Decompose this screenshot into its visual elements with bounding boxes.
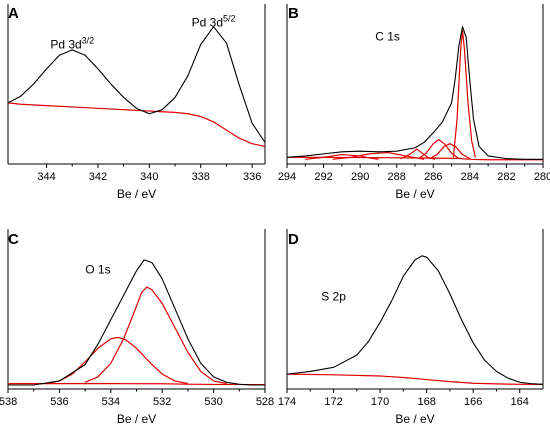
component-peak <box>305 153 379 160</box>
envelope-curve <box>287 26 543 160</box>
x-tick-label: 292 <box>314 171 332 183</box>
peak-annotation: Pd 3d5/2 <box>192 14 236 30</box>
x-axis-label: Be / eV <box>117 187 156 201</box>
x-tick-label: 536 <box>50 396 68 408</box>
background-curve <box>8 383 265 386</box>
x-tick-label: 286 <box>424 171 442 183</box>
x-tick-label: 166 <box>464 396 482 408</box>
x-tick-label: 344 <box>37 171 55 183</box>
envelope-curve <box>8 259 265 386</box>
x-tick-label: 170 <box>371 396 389 408</box>
panel-letter: A <box>8 5 19 22</box>
envelope-curve <box>287 255 543 385</box>
panel-letter: C <box>8 231 19 248</box>
x-tick-label: 280 <box>534 171 550 183</box>
x-tick-label: 284 <box>461 171 479 183</box>
x-axis-label: Be / eV <box>395 187 434 201</box>
x-tick-label: 290 <box>351 171 369 183</box>
x-axis-label: Be / eV <box>117 412 156 426</box>
panel-d: D 174 172 170 168 166 164 Be / eV S 2p <box>278 229 544 426</box>
x-tick-label: 282 <box>497 171 515 183</box>
component-peak <box>84 286 227 385</box>
panel-c: C 538 536 534 532 530 528 Be / eV O 1s <box>0 229 274 426</box>
component-peak <box>46 336 189 385</box>
component-peak <box>429 143 471 160</box>
x-tick-label: 288 <box>388 171 406 183</box>
x-tick-label: 168 <box>417 396 435 408</box>
x-tick-label: 338 <box>192 171 210 183</box>
peak-annotation: S 2p <box>321 290 346 304</box>
x-tick-label: 532 <box>153 396 171 408</box>
peak-annotation: C 1s <box>375 29 400 43</box>
panel-b: B 294 292 290 288 286 284 282 280 Be / eV C 1s <box>278 4 550 201</box>
x-tick-label: 294 <box>278 171 296 183</box>
x-tick-label: 538 <box>0 396 17 408</box>
x-axis-label: Be / eV <box>395 412 434 426</box>
x-tick-label: 534 <box>102 396 120 408</box>
x-tick-label: 164 <box>511 396 529 408</box>
x-tick-label: 342 <box>89 171 107 183</box>
x-tick-label: 336 <box>243 171 261 183</box>
component-peak <box>332 151 425 160</box>
envelope-curve <box>8 26 265 143</box>
x-tick-label: 172 <box>324 396 342 408</box>
x-tick-label: 528 <box>256 396 274 408</box>
panel-a: A 344 342 340 338 336 Be / eV Pd 3d3/2 Pd 3d5/2 <box>7 4 266 201</box>
x-tick-label: 340 <box>140 171 158 183</box>
panel-letter: B <box>288 5 299 22</box>
x-tick-label: 530 <box>204 396 222 408</box>
component-peak <box>452 30 476 158</box>
peak-annotation: Pd 3d3/2 <box>50 35 94 51</box>
component-peak <box>400 148 436 160</box>
background-curve <box>8 102 265 147</box>
peak-annotation: O 1s <box>85 262 110 276</box>
component-peak <box>418 139 460 160</box>
background-curve <box>287 373 543 386</box>
background-curve <box>287 156 543 161</box>
panel-letter: D <box>288 231 299 248</box>
x-tick-label: 174 <box>278 396 296 408</box>
